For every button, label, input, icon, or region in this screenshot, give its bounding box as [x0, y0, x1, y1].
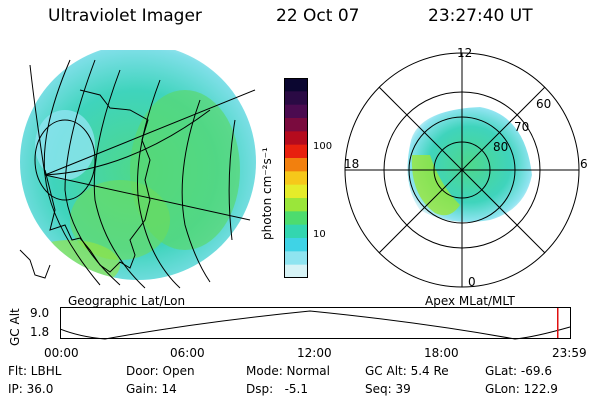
altitude-xtick-0: 00:00 [44, 346, 79, 360]
status-gcalt: GC Alt: 5.4 Re [365, 364, 449, 378]
date-label: 22 Oct 07 [276, 6, 360, 26]
altitude-ytick-low: 1.8 [30, 325, 50, 339]
altitude-xtick-1: 06:00 [170, 346, 205, 360]
status-flt: Flt: LBHL [8, 364, 62, 378]
geographic-image-panel [19, 50, 256, 289]
altitude-ylabel: GC Alt [8, 308, 22, 346]
colorbar-tick-10: 10 [313, 229, 326, 240]
colorbar [284, 78, 308, 278]
coastline [44, 89, 151, 273]
mlat-label-80: 80 [493, 140, 509, 154]
status-seq: Seq: 39 [365, 382, 411, 396]
colorbar-segment [284, 158, 308, 172]
polar-grid [344, 52, 580, 288]
colorbar-segment [284, 91, 308, 106]
altitude-plot [60, 307, 571, 340]
colorbar-segment [284, 118, 308, 132]
colorbar-segment [284, 171, 308, 186]
mlt-label-0: 0 [468, 275, 476, 289]
colorbar-segment [284, 104, 308, 119]
mlt-label-12: 12 [457, 46, 473, 60]
status-mode: Mode: Normal [246, 364, 330, 378]
polar-panel-label: Apex MLat/MLT [425, 294, 515, 308]
altitude-xtick-2: 12:00 [297, 346, 332, 360]
polar-plot [344, 52, 580, 288]
altitude-curve [60, 310, 571, 340]
mlat-label-60: 60 [536, 97, 552, 111]
status-dsp: Dsp: -5.1 [246, 382, 309, 396]
colorbar-segment [284, 78, 308, 92]
geographic-panel-label: Geographic Lat/Lon [68, 294, 186, 308]
mlat-label-70: 70 [514, 120, 530, 134]
time-label: 23:27:40 UT [428, 6, 533, 26]
colorbar-tick-100: 100 [313, 141, 333, 152]
status-door: Door: Open [126, 364, 195, 378]
colorbar-segment [284, 264, 308, 278]
colorbar-segment [284, 184, 308, 199]
colorbar-segment [284, 251, 308, 266]
colorbar-segment [284, 131, 308, 146]
altitude-xtick-4: 23:59 [552, 346, 587, 360]
mlt-label-6: 6 [580, 157, 588, 171]
colorbar-segment [284, 224, 308, 239]
status-glat: GLat: -69.6 [485, 364, 552, 378]
colorbar-segment [284, 211, 308, 226]
colorbar-segment [284, 238, 308, 252]
instrument-title: Ultraviolet Imager [48, 6, 202, 26]
altitude-ytick-high: 9.0 [30, 306, 50, 320]
geographic-grid [29, 59, 256, 289]
status-gain: Gain: 14 [126, 382, 177, 396]
colorbar-segment [284, 144, 308, 159]
colorbar-segment [284, 198, 308, 212]
colorbar-unit-label: photon cm⁻²s⁻¹ [260, 147, 274, 240]
altitude-xtick-3: 18:00 [424, 346, 459, 360]
mlt-label-18: 18 [344, 157, 360, 171]
status-ip: IP: 36.0 [8, 382, 54, 396]
status-glon: GLon: 122.9 [485, 382, 558, 396]
